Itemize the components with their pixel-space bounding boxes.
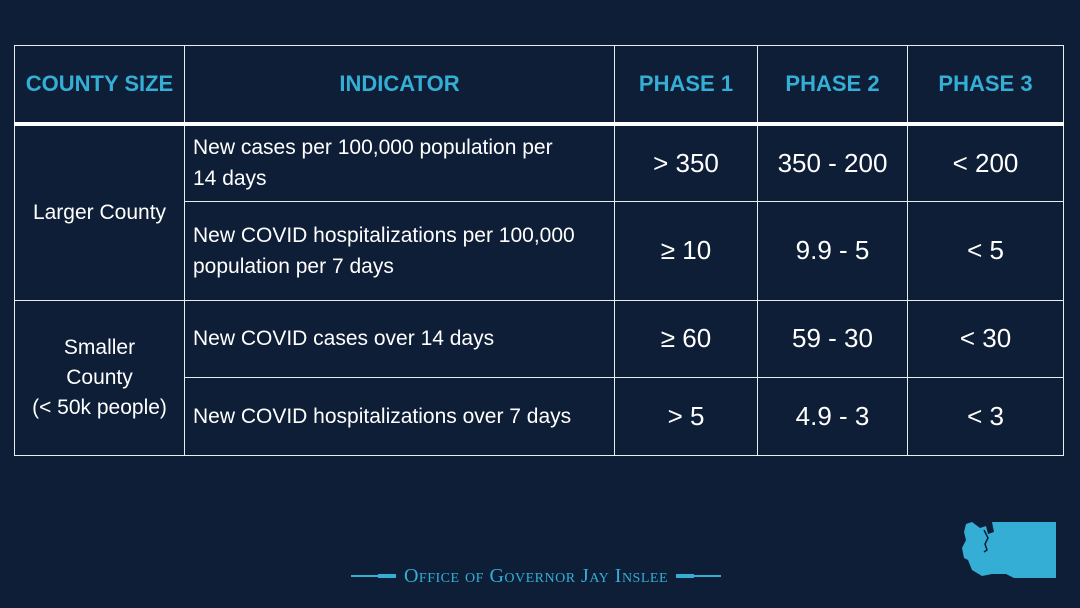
- indicator-cell: New COVID hospitalizations over 7 days: [184, 376, 615, 456]
- indicator-line: New cases per 100,000 population per: [193, 136, 553, 160]
- phase-2-value: 350 - 200: [757, 123, 908, 202]
- indicator-cell: New COVID hospitalizations per 100,000 p…: [184, 200, 615, 301]
- phase-3-value: < 5: [907, 200, 1064, 301]
- county-label: Smaller: [63, 335, 136, 359]
- phase-2-value: 9.9 - 5: [757, 200, 908, 301]
- header-indicator: INDICATOR: [184, 45, 615, 126]
- phase-2-value: 59 - 30: [757, 299, 908, 378]
- county-label: Larger County: [32, 200, 167, 224]
- indicator-line: New COVID hospitalizations over 7 days: [193, 404, 572, 428]
- footer-divider-right: [676, 574, 721, 578]
- header-phase-3: PHASE 3: [907, 45, 1064, 126]
- county-label: (< 50k people): [32, 395, 167, 419]
- indicator-line: population per 7 days: [193, 254, 394, 278]
- table-row: Larger County New cases per 100,000 popu…: [14, 123, 1064, 301]
- county-larger: Larger County: [14, 123, 185, 301]
- county-smaller: Smaller County (< 50k people): [14, 299, 185, 456]
- indicator-cell: New COVID cases over 14 days: [184, 299, 615, 378]
- footer-divider-left: [350, 574, 396, 578]
- footer-office-name: Office of Governor Jay Inslee: [403, 564, 668, 587]
- phase-table: COUNTY SIZE INDICATOR PHASE 1 PHASE 2 PH…: [14, 45, 1064, 456]
- header-phase-1: PHASE 1: [614, 45, 758, 126]
- header-county-size: COUNTY SIZE: [14, 45, 185, 126]
- table-row: Smaller County (< 50k people) New COVID …: [14, 299, 1064, 456]
- indicator-line: 14 days: [193, 167, 267, 191]
- washington-state-icon: [962, 522, 1056, 578]
- indicator-line: New COVID cases over 14 days: [193, 327, 495, 350]
- header-row: COUNTY SIZE INDICATOR PHASE 1 PHASE 2 PH…: [14, 45, 1064, 126]
- phase-3-value: < 30: [907, 299, 1064, 378]
- indicator-line: New COVID hospitalizations per 100,000: [193, 223, 575, 247]
- phase-2-value: 4.9 - 3: [757, 376, 908, 456]
- table-row: New COVID hospitalizations per 100,000 p…: [15, 200, 1064, 301]
- phase-3-value: < 3: [907, 376, 1064, 456]
- county-label: County: [66, 365, 133, 389]
- phase-1-value: > 350: [614, 123, 758, 202]
- header-phase-2: PHASE 2: [757, 45, 908, 126]
- phase-1-value: > 5: [614, 376, 758, 456]
- phase-1-value: ≥ 10: [614, 200, 758, 301]
- table-row: New COVID hospitalizations over 7 days >…: [15, 376, 1064, 456]
- phase-1-value: ≥ 60: [614, 299, 758, 378]
- footer: Office of Governor Jay Inslee: [333, 563, 739, 589]
- phase-3-value: < 200: [907, 123, 1064, 202]
- indicator-cell: New cases per 100,000 population per 14 …: [184, 123, 615, 202]
